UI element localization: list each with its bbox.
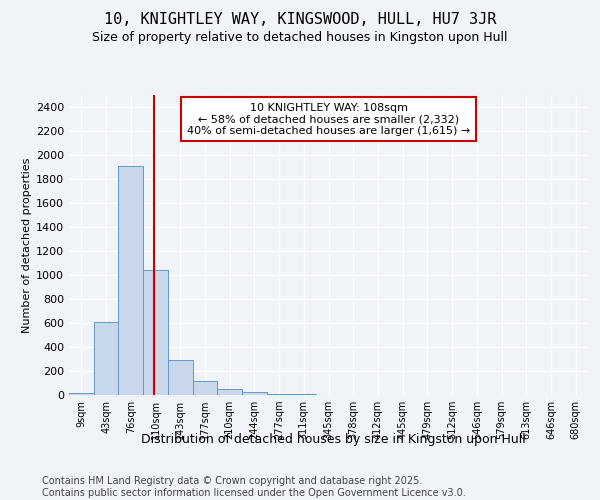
Text: 10 KNIGHTLEY WAY: 108sqm
← 58% of detached houses are smaller (2,332)
40% of sem: 10 KNIGHTLEY WAY: 108sqm ← 58% of detach… bbox=[187, 102, 470, 136]
Bar bbox=[94, 322, 118, 395]
Bar bbox=[242, 392, 267, 395]
Bar bbox=[217, 389, 242, 395]
Bar bbox=[69, 392, 94, 395]
Y-axis label: Number of detached properties: Number of detached properties bbox=[22, 158, 32, 332]
Bar bbox=[193, 381, 217, 395]
Bar bbox=[168, 360, 193, 395]
Bar bbox=[267, 394, 292, 395]
Text: 10, KNIGHTLEY WAY, KINGSWOOD, HULL, HU7 3JR: 10, KNIGHTLEY WAY, KINGSWOOD, HULL, HU7 … bbox=[104, 12, 496, 28]
Text: Distribution of detached houses by size in Kingston upon Hull: Distribution of detached houses by size … bbox=[140, 432, 526, 446]
Bar bbox=[143, 270, 168, 395]
Bar bbox=[118, 166, 143, 395]
Text: Contains HM Land Registry data © Crown copyright and database right 2025.
Contai: Contains HM Land Registry data © Crown c… bbox=[42, 476, 466, 498]
Bar bbox=[292, 394, 316, 395]
Text: Size of property relative to detached houses in Kingston upon Hull: Size of property relative to detached ho… bbox=[92, 31, 508, 44]
